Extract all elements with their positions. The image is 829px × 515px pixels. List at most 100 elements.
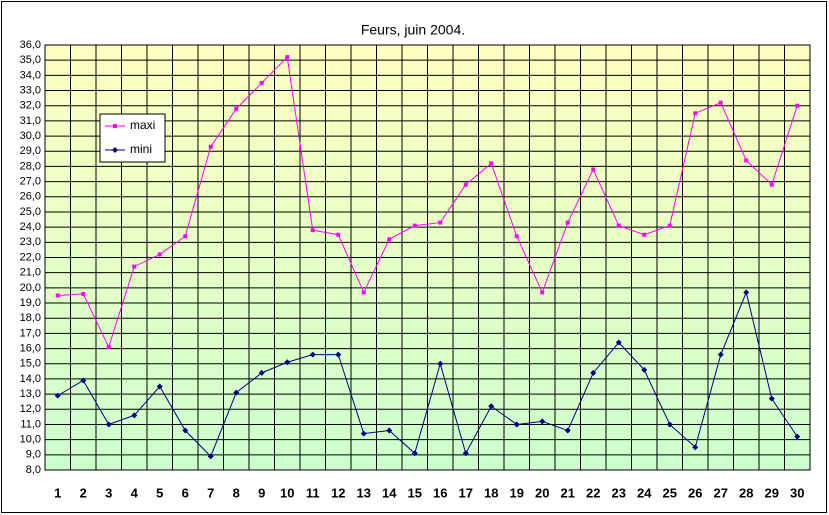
x-tick-label: 18 bbox=[484, 485, 498, 500]
x-tick-label: 22 bbox=[586, 485, 600, 500]
data-point bbox=[615, 339, 622, 346]
y-tick-label: 9,0 bbox=[26, 449, 41, 461]
legend-marker bbox=[113, 124, 117, 128]
y-tick-label: 26,0 bbox=[20, 191, 41, 203]
x-tick-label: 14 bbox=[382, 485, 397, 500]
x-tick-label: 23 bbox=[612, 485, 626, 500]
data-point bbox=[361, 290, 366, 295]
data-point bbox=[462, 450, 469, 457]
legend-label: maxi bbox=[130, 118, 155, 132]
data-point bbox=[386, 427, 393, 434]
data-point bbox=[183, 234, 188, 239]
y-tick-label: 33,0 bbox=[20, 84, 41, 96]
y-tick-label: 14,0 bbox=[20, 373, 41, 385]
y-tick-label: 16,0 bbox=[20, 342, 41, 354]
y-tick-label: 27,0 bbox=[20, 176, 41, 188]
data-point bbox=[335, 351, 342, 358]
data-point bbox=[310, 228, 315, 233]
y-tick-label: 23,0 bbox=[20, 236, 41, 248]
x-tick-label: 10 bbox=[280, 485, 294, 500]
data-point bbox=[590, 369, 597, 376]
data-point bbox=[360, 430, 367, 437]
data-point bbox=[157, 252, 162, 257]
data-point bbox=[106, 345, 111, 350]
data-point bbox=[641, 366, 648, 373]
y-tick-label: 12,0 bbox=[20, 403, 41, 415]
data-point bbox=[131, 412, 138, 419]
x-tick-label: 8 bbox=[233, 485, 240, 500]
data-point bbox=[489, 161, 494, 166]
x-tick-label: 5 bbox=[156, 485, 163, 500]
data-point bbox=[207, 453, 214, 460]
data-point bbox=[233, 389, 240, 396]
x-tick-label: 7 bbox=[207, 485, 214, 500]
data-point bbox=[438, 220, 443, 225]
data-point bbox=[514, 234, 519, 239]
data-point bbox=[692, 444, 699, 451]
x-tick-label: 13 bbox=[357, 485, 371, 500]
data-point bbox=[80, 377, 87, 384]
x-tick-label: 19 bbox=[510, 485, 524, 500]
data-point bbox=[234, 106, 239, 111]
data-point bbox=[258, 369, 265, 376]
x-tick-label: 15 bbox=[408, 485, 422, 500]
data-point bbox=[105, 421, 112, 428]
data-point bbox=[768, 395, 775, 402]
y-tick-label: 13,0 bbox=[20, 388, 41, 400]
data-point bbox=[743, 289, 750, 296]
y-tick-label: 8,0 bbox=[26, 464, 41, 476]
data-point bbox=[616, 223, 621, 228]
x-tick-label: 3 bbox=[105, 485, 112, 500]
data-point bbox=[182, 427, 189, 434]
data-point bbox=[387, 237, 392, 242]
data-point bbox=[336, 232, 341, 237]
x-tick-label: 27 bbox=[714, 485, 728, 500]
data-point bbox=[54, 392, 61, 399]
data-point bbox=[540, 290, 545, 295]
data-point bbox=[565, 220, 570, 225]
y-tick-label: 17,0 bbox=[20, 327, 41, 339]
chart-title: Feurs, juin 2004. bbox=[361, 22, 465, 38]
data-point bbox=[591, 167, 596, 172]
data-point bbox=[437, 360, 444, 367]
data-point bbox=[693, 111, 698, 116]
x-tick-label: 17 bbox=[459, 485, 473, 500]
data-point bbox=[717, 351, 724, 358]
data-point bbox=[667, 223, 672, 228]
y-tick-label: 32,0 bbox=[20, 100, 41, 112]
data-point bbox=[769, 182, 774, 187]
data-point bbox=[55, 293, 60, 298]
data-point bbox=[488, 403, 495, 410]
data-point bbox=[208, 144, 213, 149]
data-point bbox=[539, 418, 546, 425]
x-tick-label: 16 bbox=[433, 485, 447, 500]
legend-marker bbox=[112, 147, 118, 153]
series-line bbox=[57, 290, 798, 458]
x-tick-label: 20 bbox=[535, 485, 549, 500]
y-tick-label: 28,0 bbox=[20, 160, 41, 172]
data-point bbox=[156, 383, 163, 390]
x-tick-label: 12 bbox=[331, 485, 345, 500]
x-tick-label: 4 bbox=[131, 485, 139, 500]
data-point bbox=[285, 55, 290, 60]
y-tick-label: 29,0 bbox=[20, 145, 41, 157]
y-tick-label: 22,0 bbox=[20, 251, 41, 263]
y-tick-label: 11,0 bbox=[20, 418, 41, 430]
x-tick-label: 30 bbox=[790, 485, 804, 500]
x-tick-label: 29 bbox=[765, 485, 779, 500]
data-point bbox=[794, 433, 801, 440]
data-point bbox=[132, 264, 137, 269]
x-tick-label: 24 bbox=[637, 485, 652, 500]
series-line bbox=[57, 56, 798, 349]
legend-box bbox=[99, 113, 166, 163]
data-point bbox=[412, 223, 417, 228]
x-tick-label: 9 bbox=[258, 485, 265, 500]
data-point bbox=[642, 232, 647, 237]
y-tick-label: 36,0 bbox=[20, 39, 41, 51]
data-point bbox=[284, 359, 291, 366]
y-tick-label: 24,0 bbox=[20, 221, 41, 233]
data-point bbox=[411, 450, 418, 457]
y-tick-label: 20,0 bbox=[20, 282, 41, 294]
